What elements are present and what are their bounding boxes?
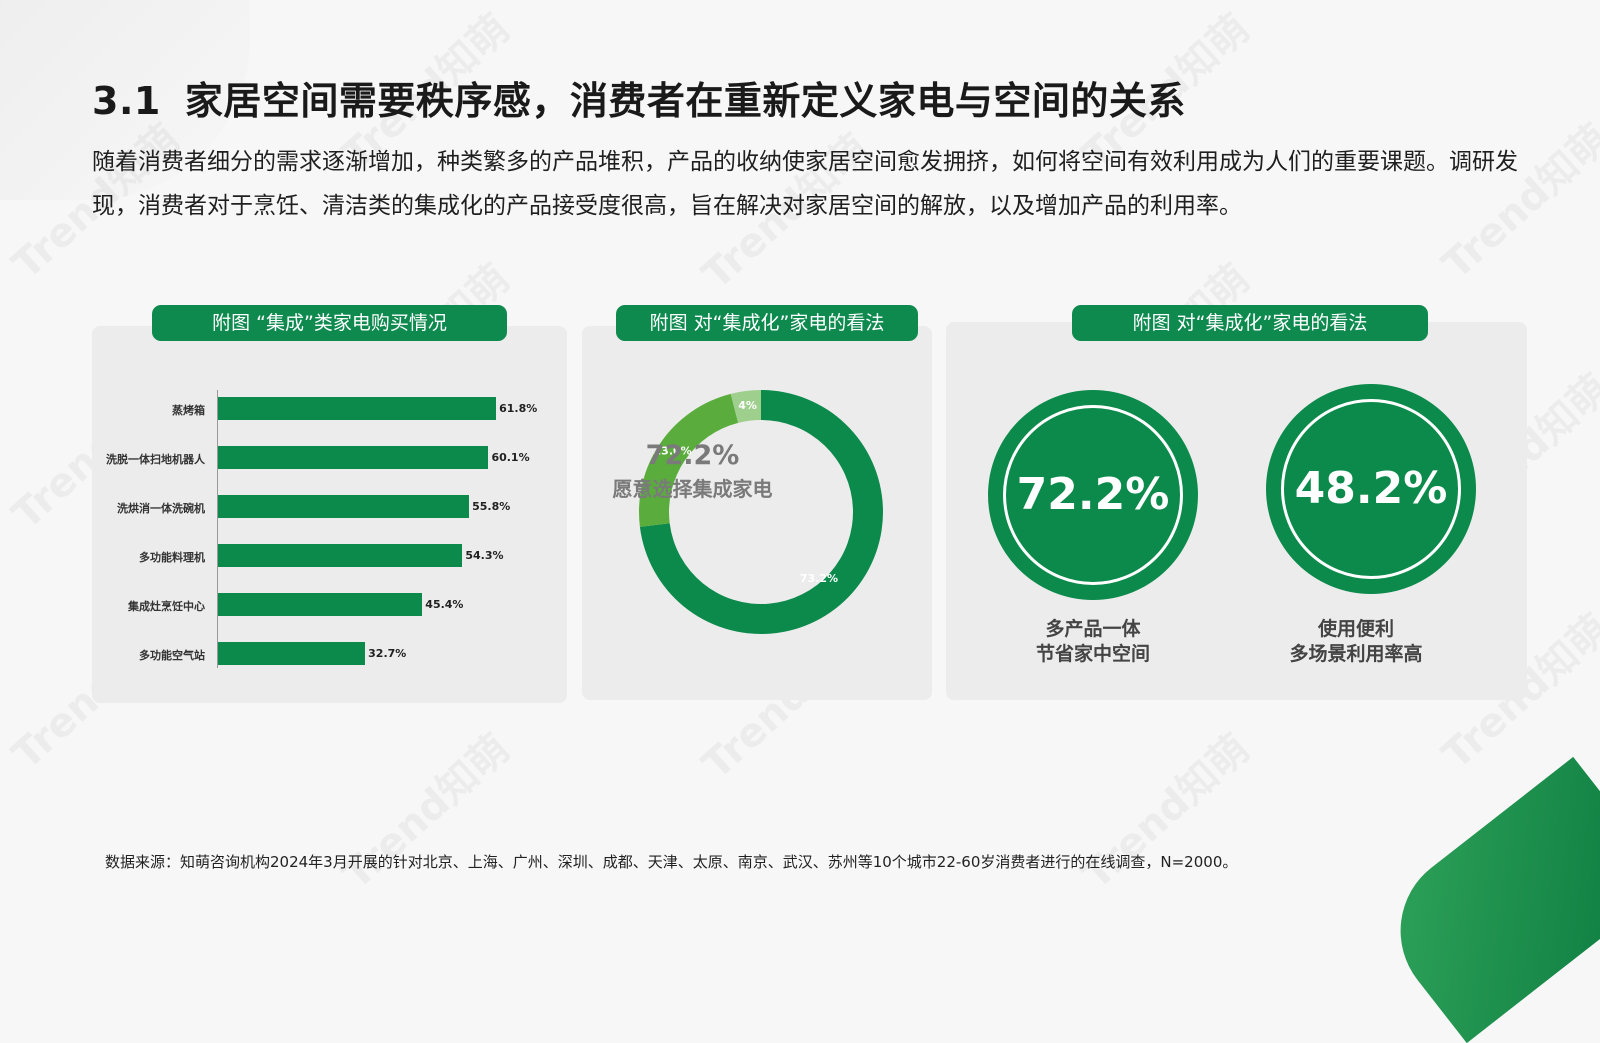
donut-center-value: 72.2%: [645, 440, 740, 471]
bar: [218, 642, 366, 665]
donut-chart-panel: [582, 326, 932, 700]
bar-value-label: 61.8%: [499, 402, 538, 415]
bar-value-label: 32.7%: [368, 647, 407, 660]
bar-category-label: 多功能空气站: [139, 649, 205, 662]
stat-caption: 使用便利 多场景利用率高: [1226, 617, 1486, 667]
donut-chart-title: 附图 对“集成化”家电的看法: [616, 305, 918, 341]
page-title: 3.1 家居空间需要秩序感，消费者在重新定义家电与空间的关系: [92, 70, 1186, 125]
bar-category-label: 多功能料理机: [139, 551, 205, 564]
stat-value: 48.2%: [1294, 463, 1448, 514]
watermark: Trend知萌: [1067, 718, 1260, 900]
stats-title: 附图 对“集成化”家电的看法: [1072, 305, 1428, 341]
title-text: 家居空间需要秩序感，消费者在重新定义家电与空间的关系: [184, 79, 1186, 123]
stat-value: 72.2%: [1016, 469, 1170, 520]
section-number: 3.1: [92, 79, 161, 123]
bar: [218, 495, 470, 518]
bar-category-label: 集成灶烹饪中心: [128, 600, 205, 613]
data-source: 数据来源：知萌咨询机构2024年3月开展的针对北京、上海、广州、深圳、成都、天津…: [105, 853, 1238, 871]
stat-circle-ring: [1003, 405, 1183, 585]
description: 随着消费者细分的需求逐渐增加，种类繁多的产品堆积，产品的收纳使家居空间愈发拥挤，…: [92, 149, 1518, 219]
bar-chart-title: 附图 “集成”类家电购买情况: [152, 305, 507, 341]
bar: [218, 593, 423, 616]
watermark: Trend知萌: [327, 718, 520, 900]
stat-caption-line: 使用便利: [1317, 618, 1394, 640]
stat-circle-convenience: 48.2%: [1266, 384, 1476, 594]
bar-value-label: 54.3%: [465, 549, 504, 562]
stat-caption: 多产品一体 节省家中空间: [963, 617, 1223, 667]
stat-circle-ring: [1281, 399, 1461, 579]
stat-caption-line: 节省家中空间: [1035, 643, 1150, 665]
stat-caption-line: 多产品一体: [1045, 618, 1141, 640]
bar-value-label: 60.1%: [491, 451, 530, 464]
bar: [218, 544, 463, 567]
stat-caption-line: 多场景利用率高: [1289, 643, 1423, 665]
bar: [218, 397, 497, 420]
stat-circle-space: 72.2%: [988, 390, 1198, 600]
bar-category-label: 洗脱一体扫地机器人: [106, 453, 205, 466]
bar-value-label: 45.4%: [425, 598, 464, 611]
bar-category-label: 洗烘消一体洗碗机: [117, 502, 205, 515]
donut-center-label: 愿意选择集成家电: [612, 477, 773, 501]
bar-value-label: 55.8%: [472, 500, 511, 513]
bar: [218, 446, 489, 469]
bar-axis-line: [217, 390, 218, 668]
bar-category-label: 蒸烤箱: [172, 404, 205, 417]
